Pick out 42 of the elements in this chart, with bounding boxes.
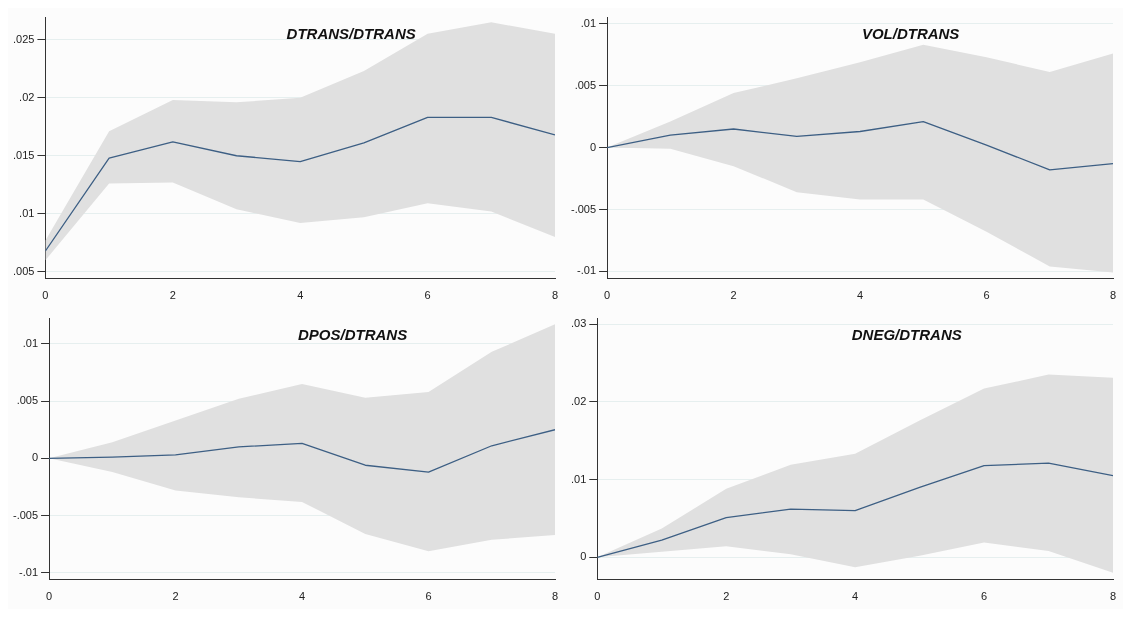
- y-tick-label: -.005: [570, 202, 597, 215]
- y-tick-label: .005: [12, 264, 35, 277]
- y-tick-label: .03: [570, 317, 587, 330]
- y-tick-label: .01: [22, 336, 39, 349]
- y-tick-label: .01: [19, 206, 35, 219]
- y-tick-label: -.01: [19, 565, 39, 578]
- y-tick-label: .005: [16, 394, 39, 407]
- text: DTRANS/DTRANS: [286, 25, 416, 43]
- y-tick-label: 0: [589, 140, 597, 153]
- y-tick-label: -.01: [577, 264, 597, 277]
- x-tick-label: 4: [852, 590, 859, 603]
- text: DNEG/DTRANS: [851, 326, 962, 344]
- x-tick-label: 0: [42, 289, 49, 302]
- x-tick-label: 6: [425, 590, 432, 603]
- y-tick-label: 0: [580, 550, 587, 563]
- x-tick-label: 6: [424, 289, 431, 302]
- x-tick-label: 2: [730, 289, 737, 302]
- x-tick-label: 0: [46, 590, 53, 603]
- y-tick-label: .01: [580, 16, 597, 29]
- y-tick-label: 0: [31, 451, 39, 464]
- x-tick-label: 8: [551, 289, 559, 302]
- x-tick-label: 4: [856, 289, 864, 302]
- x-tick-label: 8: [1109, 590, 1117, 603]
- x-tick-label: 2: [169, 289, 176, 302]
- x-tick-label: 6: [981, 590, 988, 603]
- x-tick-label: 6: [983, 289, 990, 302]
- y-tick-label: .01: [570, 472, 587, 485]
- y-tick-label: .005: [574, 78, 597, 91]
- text: VOL/DTRANS: [861, 25, 960, 43]
- x-tick-label: 4: [297, 289, 304, 302]
- x-tick-label: 8: [551, 590, 559, 603]
- text: DPOS/DTRANS: [298, 326, 408, 344]
- y-tick-label: .015: [12, 148, 35, 161]
- x-tick-label: 2: [172, 590, 179, 603]
- x-tick-label: 8: [1109, 289, 1117, 302]
- y-tick-label: .025: [12, 32, 35, 45]
- y-tick-label: .02: [570, 394, 587, 407]
- x-tick-label: 4: [298, 590, 306, 603]
- y-tick-label: -.005: [12, 508, 39, 521]
- y-tick-label: .02: [19, 90, 35, 103]
- x-tick-label: 0: [604, 289, 611, 302]
- x-tick-label: 2: [723, 590, 730, 603]
